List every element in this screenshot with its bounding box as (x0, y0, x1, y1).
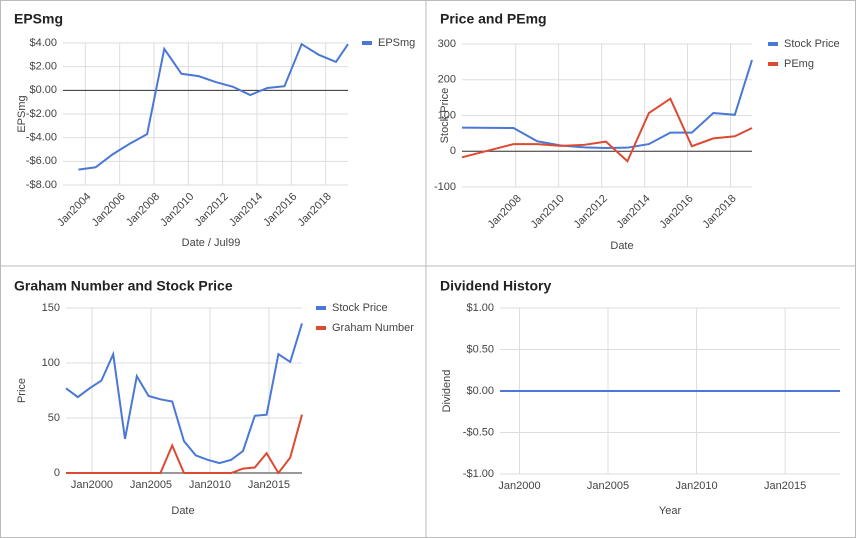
y-tick-label: $0.00 (466, 385, 494, 397)
x-axis-label: Date (610, 240, 633, 252)
chart-title: Price and PEmg (440, 11, 547, 27)
legend-swatch (768, 62, 778, 66)
series-line (461, 97, 753, 163)
y-tick-label: 50 (48, 412, 60, 424)
chart-title: Graham Number and Stock Price (14, 278, 233, 294)
y-tick-label: 100 (42, 357, 60, 369)
y-tick-label: -$8.00 (26, 179, 57, 191)
legend-label: Stock Price (784, 38, 840, 50)
legend-label: Graham Number (332, 322, 414, 334)
legend-swatch (316, 306, 326, 310)
y-tick-label: -$4.00 (26, 132, 57, 144)
x-tick-label: Jan2010 (189, 479, 231, 491)
legend-swatch (316, 326, 326, 330)
y-axis-label: Dividend (441, 370, 453, 413)
y-axis-label: Stock Price (439, 88, 451, 144)
x-axis-label: Year (659, 505, 682, 517)
x-tick-label: Jan2015 (764, 480, 806, 492)
x-tick-label: Jan2005 (130, 479, 172, 491)
y-tick-label: 300 (438, 38, 456, 50)
chart-title: EPSmg (14, 11, 63, 27)
x-axis-label: Date / Jul99 (182, 237, 241, 249)
series-line (66, 414, 303, 475)
y-tick-label: $0.50 (466, 343, 494, 355)
x-tick-label: Jan2000 (498, 480, 540, 492)
legend-label: EPSmg (378, 37, 415, 49)
y-tick-label: -$0.50 (463, 426, 494, 438)
x-tick-label: Jan2005 (587, 480, 629, 492)
y-tick-label: 100 (438, 109, 456, 121)
y-tick-label: 150 (42, 302, 60, 314)
series-line (78, 42, 349, 171)
chart-title: Dividend History (440, 278, 551, 294)
y-tick-label: -$1.00 (463, 468, 494, 480)
y-tick-label: -$6.00 (26, 155, 57, 167)
legend-swatch (768, 42, 778, 46)
series-line (461, 59, 753, 150)
y-tick-label: $1.00 (466, 302, 494, 314)
y-tick-label: -$2.00 (26, 108, 57, 120)
y-tick-label: 0 (54, 467, 60, 479)
y-tick-label: $0.00 (29, 84, 57, 96)
y-tick-label: $2.00 (29, 61, 57, 73)
y-axis-label: Price (16, 378, 28, 403)
y-tick-label: -100 (434, 181, 456, 193)
x-tick-label: Jan2015 (248, 479, 290, 491)
y-tick-label: 0 (450, 145, 456, 157)
legend-label: Stock Price (332, 302, 388, 314)
x-axis-label: Date (171, 505, 194, 517)
legend-label: PEmg (784, 58, 814, 70)
y-tick-label: 200 (438, 74, 456, 86)
x-tick-label: Jan2010 (675, 480, 717, 492)
y-tick-label: $4.00 (29, 37, 57, 49)
y-axis-label: EPSmg (16, 95, 28, 132)
x-tick-label: Jan2000 (71, 479, 113, 491)
series-line (65, 323, 303, 465)
legend-swatch (362, 41, 372, 45)
